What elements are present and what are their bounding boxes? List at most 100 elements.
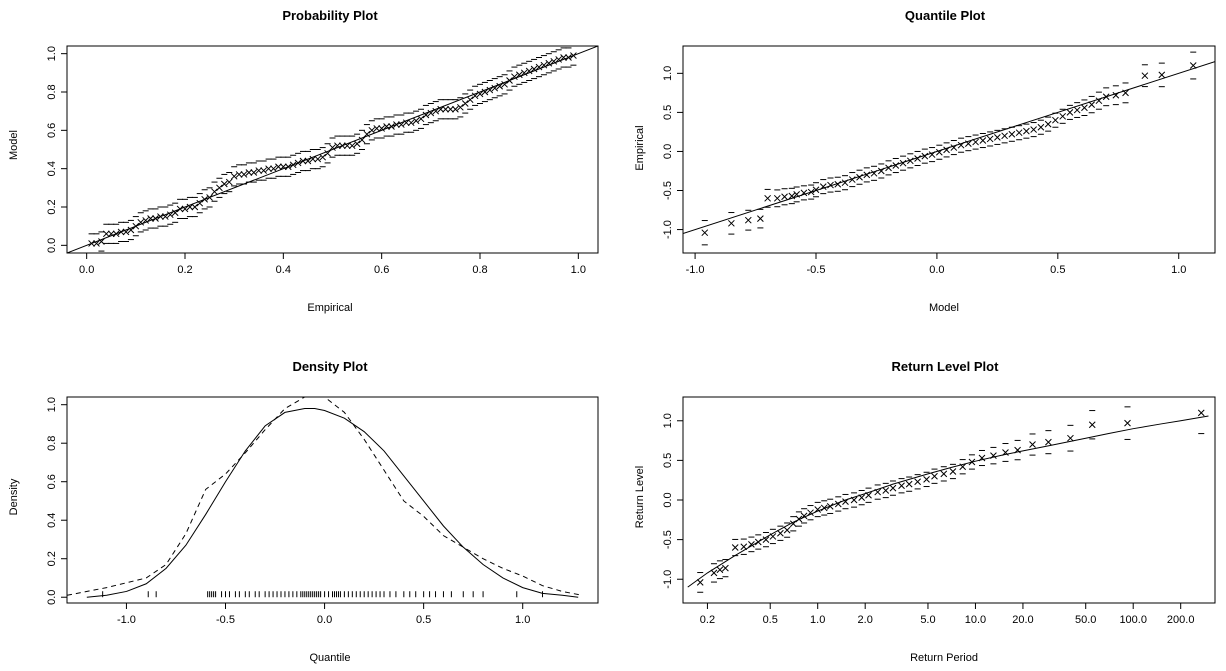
- probability-plot-point: [225, 178, 233, 186]
- return-level-plot-point: [1067, 434, 1074, 442]
- return-level-plot-point: [748, 541, 755, 548]
- quantile-plot-point: [921, 152, 929, 160]
- probability-plot-point: [348, 142, 356, 150]
- quantile-plot-point: [1189, 62, 1197, 69]
- probability-plot-ytick-label: 1.0: [46, 46, 58, 61]
- quantile-plot-point: [1112, 91, 1120, 99]
- probability-plot-point: [338, 142, 346, 150]
- quantile-plot-point: [793, 191, 801, 198]
- return-level-plot-ytick-label: 0.5: [662, 453, 674, 468]
- return-level-plot-area: 0.2 0.5 1.0 2.0 5.0 10.0 20.0 50.0 100.0 200.0 -1.…: [662, 406, 1209, 626]
- probability-plot-xtick-label: 0.0: [79, 264, 94, 276]
- quantile-plot-point: [834, 180, 842, 188]
- probability-plot-point: [496, 82, 504, 90]
- probability-plot-point: [186, 203, 194, 211]
- density-plot-ytick-label: 0.0: [46, 590, 58, 605]
- return-level-plot-xtick-label: 1.0: [810, 614, 825, 626]
- return-level-plot-point: [914, 478, 921, 486]
- return-level-plot-point: [740, 543, 748, 551]
- probability-plot-point: [407, 119, 415, 127]
- probability-plot-point: [447, 105, 454, 113]
- return-level-plot-point: [850, 496, 858, 504]
- probability-plot-point: [122, 228, 130, 236]
- return-level-plot-point: [795, 515, 803, 523]
- return-level-plot-point: [807, 509, 814, 517]
- quantile-plot-point: [1030, 126, 1037, 133]
- probability-plot-point: [161, 213, 169, 220]
- quantile-plot-point: [1158, 71, 1166, 79]
- quantile-plot-point: [1037, 123, 1045, 131]
- return-level-plot-point: [874, 488, 882, 496]
- probability-plot-point: [515, 71, 523, 79]
- probability-plot-point: [265, 165, 272, 173]
- probability-plot-point: [432, 107, 440, 115]
- return-level-plot-ylabel: Return Level: [634, 466, 646, 528]
- quantile-plot-point: [744, 216, 752, 224]
- probability-plot-xtick-label: 0.4: [276, 264, 291, 276]
- quantile-plot-point: [800, 189, 808, 197]
- density-plot-xtick-label: -0.5: [216, 614, 235, 626]
- density-plot-title: Density Plot: [292, 359, 368, 374]
- return-level-plot-point: [826, 502, 834, 510]
- probability-plot-point: [201, 195, 209, 203]
- probability-plot-point: [275, 163, 282, 171]
- probability-plot-point: [456, 103, 464, 111]
- probability-plot-point: [314, 155, 322, 163]
- return-level-plot-panel: Return Level Plot Return Period Return L…: [634, 359, 1216, 664]
- probability-plot-point: [565, 54, 572, 61]
- quantile-plot-ytick-label: 0.0: [662, 144, 674, 159]
- probability-plot-point: [324, 149, 331, 157]
- probability-plot-point: [358, 136, 366, 144]
- probability-plot-point: [555, 56, 563, 63]
- return-level-plot-point: [865, 491, 872, 499]
- probability-plot-point: [289, 161, 297, 169]
- return-level-plot-point: [710, 569, 718, 577]
- probability-plot-point: [220, 180, 228, 188]
- return-level-plot-point: [783, 526, 791, 534]
- quantile-plot-area: -1.0 -0.5 0.0 0.5 1.0 -1.0 -0.5 0.0 0.5 1.0: [662, 51, 1215, 276]
- return-level-plot-point: [716, 566, 724, 574]
- probability-plot-point: [270, 165, 277, 173]
- quantile-plot-point: [914, 155, 921, 162]
- quantile-plot-point: [950, 144, 958, 151]
- return-level-plot-point: [882, 487, 890, 494]
- quantile-plot-point: [892, 162, 900, 169]
- quantile-plot-point: [848, 176, 856, 183]
- return-level-plot-xtick-label: 10.0: [965, 614, 986, 626]
- return-level-plot-point: [959, 463, 967, 471]
- return-level-plot-point: [1124, 419, 1131, 427]
- density-plot-area: -1.0 -0.5 0.0 0.5 1.0 0.0 0.2 0.4 0.6 0.8 1.0: [46, 397, 583, 626]
- return-level-plot-point: [931, 472, 938, 480]
- probability-plot-point: [196, 199, 204, 207]
- quantile-plot-point: [841, 179, 849, 187]
- return-level-plot-point: [858, 494, 866, 501]
- quantile-plot-point: [773, 194, 781, 202]
- quantile-plot-xtick-label: 0.5: [1050, 264, 1065, 276]
- probability-plot-point: [363, 130, 371, 138]
- probability-plot-ytick-label: 0.6: [46, 123, 58, 138]
- probability-plot-point: [299, 157, 307, 165]
- probability-plot-point: [117, 228, 125, 236]
- return-level-plot-point: [1014, 446, 1021, 454]
- quantile-plot-ytick-label: 0.5: [662, 105, 674, 120]
- quantile-plot-point: [827, 181, 834, 189]
- probability-plot-point: [304, 157, 312, 165]
- quantile-plot-point: [1088, 101, 1096, 108]
- probability-plot-point: [166, 211, 174, 219]
- return-level-plot-ytick-label: -0.5: [662, 530, 674, 549]
- return-level-plot-point: [905, 480, 913, 488]
- return-level-plot-point: [1197, 409, 1205, 417]
- probability-plot-point: [388, 123, 395, 130]
- probability-plot-point: [250, 169, 258, 176]
- probability-plot-point: [442, 105, 449, 113]
- probability-plot-point: [142, 217, 150, 224]
- probability-plot-point: [206, 194, 213, 201]
- probability-plot-point: [461, 100, 469, 107]
- density-plot-ylabel: Density: [8, 478, 20, 515]
- probability-plot-point: [520, 69, 528, 77]
- return-level-plot-point: [898, 482, 905, 490]
- density-plot-marks: [67, 397, 583, 598]
- return-level-plot-point: [889, 484, 897, 492]
- quantile-plot-title: Quantile Plot: [905, 8, 986, 23]
